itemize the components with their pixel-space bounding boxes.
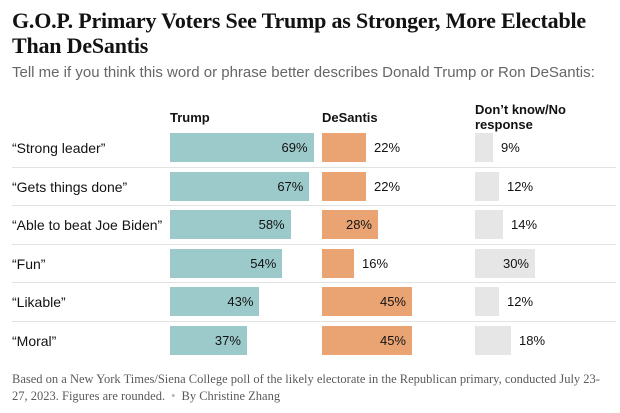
row-divider <box>12 166 616 168</box>
desantis-bar <box>322 325 412 355</box>
trump-bar <box>170 210 291 239</box>
separator-dot: • <box>171 389 176 403</box>
dont-know-bar <box>475 210 503 239</box>
chart-subtitle: Tell me if you think this word or phrase… <box>12 64 595 81</box>
row-divider <box>12 282 616 283</box>
trump-bar <box>170 248 283 278</box>
desantis-bar <box>322 287 412 316</box>
desantis-bar <box>322 210 378 239</box>
byline: By Christine Zhang <box>181 389 281 403</box>
dont-know-bar <box>475 248 535 278</box>
category-label: “Strong leader” <box>12 140 106 156</box>
dont-know-bar <box>475 133 493 162</box>
trump-value-label: 58% <box>258 217 285 232</box>
chart-title: G.O.P. Primary Voters See Trump as Stron… <box>12 8 586 58</box>
trump-value-label: 69% <box>281 140 308 155</box>
desantis-value-label: 16% <box>362 255 389 271</box>
column-header-dont-know: Don’t know/No response <box>475 102 566 132</box>
source-note: Based on a New York Times/Siena College … <box>12 371 612 405</box>
dont-know-value-label: 14% <box>511 217 538 232</box>
desantis-value-label: 28% <box>345 217 372 232</box>
trump-value-label: 43% <box>227 294 254 309</box>
column-header-trump: Trump <box>170 110 210 125</box>
trump-bar <box>170 133 314 162</box>
row-divider <box>12 320 616 322</box>
trump-value-label: 54% <box>250 255 277 271</box>
category-label: “Able to beat Joe Biden” <box>12 217 163 233</box>
trump-bar <box>170 325 247 355</box>
dont-know-value-label: 12% <box>507 294 534 309</box>
column-header-desantis: DeSantis <box>322 110 378 125</box>
trump-bar <box>170 171 310 201</box>
source-note-text: Based on a New York Times/Siena College … <box>12 372 600 403</box>
trump-value-label: 37% <box>214 332 241 348</box>
desantis-value-label: 22% <box>374 178 401 194</box>
desantis-value-label: 45% <box>379 294 406 309</box>
dont-know-bar <box>475 171 499 201</box>
desantis-bar <box>322 248 354 278</box>
dont-know-value-label: 18% <box>519 332 546 348</box>
desantis-bar <box>322 133 366 162</box>
dont-know-value-label: 30% <box>502 255 529 271</box>
category-label: “Fun” <box>12 255 46 272</box>
trump-value-label: 67% <box>277 178 304 194</box>
dont-know-bar <box>475 325 511 355</box>
category-label: “Gets things done” <box>12 178 128 195</box>
desantis-value-label: 45% <box>379 332 406 348</box>
row-divider <box>12 205 616 206</box>
category-label: “Moral” <box>12 332 57 349</box>
dont-know-value-label: 9% <box>501 140 520 155</box>
dont-know-value-label: 12% <box>507 178 534 194</box>
row-divider <box>12 243 616 245</box>
category-label: “Likable” <box>12 294 66 310</box>
dont-know-bar <box>475 287 499 316</box>
desantis-value-label: 22% <box>374 140 401 155</box>
trump-bar <box>170 287 260 316</box>
desantis-bar <box>322 171 366 201</box>
